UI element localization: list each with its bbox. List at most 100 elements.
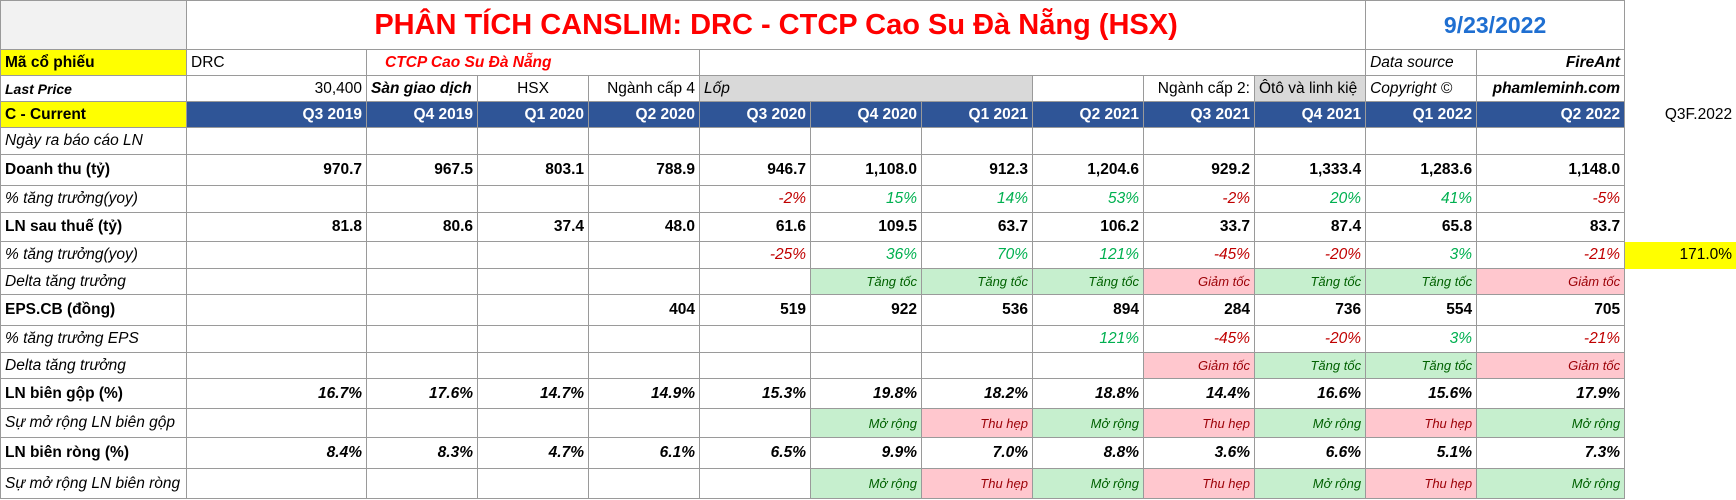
quarter-header: Q2 2020 (588, 101, 700, 128)
cell (588, 325, 700, 353)
cell (588, 268, 700, 295)
cell (810, 325, 922, 353)
industry2: Ôtô và linh kiệ (1253, 75, 1367, 102)
value-cell: 16.6% (1253, 378, 1367, 409)
row-label: % tăng trưởng(yoy) (0, 185, 187, 213)
value-cell: -21% (1476, 241, 1626, 269)
value-cell: 7.3% (1476, 437, 1626, 469)
value-cell: 16.7% (186, 378, 367, 409)
value-cell: 922 (810, 294, 922, 326)
data-row: LN biên gộp (%) 16.7% 17.6% 14.7% 14.9% 15.3%… (0, 378, 1736, 409)
value-cell: 1,148.0 (1476, 154, 1626, 186)
cell (588, 468, 700, 499)
title-row: PHÂN TÍCH CANSLIM: DRC - CTCP Cao Su Đà … (0, 0, 1736, 50)
cell (1625, 128, 1736, 155)
header-label: C - Current (0, 101, 187, 128)
quarter-header: Q3 2020 (699, 101, 811, 128)
value-cell: 19.8% (810, 378, 922, 409)
cell (477, 241, 589, 269)
value-cell: Giảm tốc (1143, 352, 1255, 379)
value-cell: 8.8% (1032, 437, 1144, 469)
header-row: C - Current Q3 2019 Q4 2019 Q1 2020 Q2 2020… (0, 101, 1736, 128)
cell (186, 241, 367, 269)
value-cell: Mở rộng (1253, 408, 1367, 438)
row-label: LN biên ròng (%) (0, 437, 187, 469)
cell (1032, 352, 1144, 379)
cell (477, 127, 589, 155)
value-cell: 912.3 (921, 154, 1033, 186)
data-row: LN sau thuế (tỷ) 81.8 80.6 37.4 48.0 61.6 109.… (0, 212, 1736, 242)
ticker-label: Mã cổ phiếu (0, 49, 187, 76)
cell (186, 352, 367, 379)
value-cell: 803.1 (477, 154, 589, 186)
row-label: Sự mở rộng LN biên gộp (0, 408, 187, 438)
cell (1625, 469, 1736, 499)
cell (1625, 326, 1736, 353)
value-cell: 48.0 (588, 212, 700, 242)
value-cell: 121% (1032, 325, 1144, 353)
data-row: Delta tăng trưởng Tăng tốc Tăng tốc Tăng tố… (0, 268, 1736, 295)
value-cell: 106.2 (1032, 212, 1144, 242)
value-cell: Thu hẹp (1365, 408, 1478, 438)
cell (1365, 127, 1478, 155)
cell (366, 468, 478, 499)
extra-value: 171.0% (1624, 241, 1736, 269)
value-cell: -2% (1143, 185, 1255, 213)
cell (477, 325, 589, 353)
row-label: % tăng trưởng EPS (0, 325, 187, 353)
value-cell: 37.4 (477, 212, 589, 242)
value-cell: 18.2% (921, 378, 1033, 409)
value-cell: 1,204.6 (1032, 154, 1144, 186)
data-row: Sự mở rộng LN biên ròng Mở rộng Thu hẹp Mở … (0, 468, 1736, 499)
value-cell: 736 (1253, 294, 1367, 326)
quarter-header: Q3 2021 (1143, 101, 1255, 128)
cell (588, 127, 700, 155)
cell (186, 185, 367, 213)
cell (588, 352, 700, 379)
price-label: Last Price (0, 75, 187, 102)
value-cell: 6.5% (699, 437, 811, 469)
row-label: Sự mở rộng LN biên ròng (0, 468, 187, 499)
cell (366, 408, 478, 438)
value-cell: 894 (1032, 294, 1144, 326)
copyright: Copyright © (1365, 75, 1478, 102)
value-cell: -5% (1476, 185, 1626, 213)
cell (1625, 76, 1736, 102)
value-cell: 1,333.4 (1253, 154, 1367, 186)
sheet-title: PHÂN TÍCH CANSLIM: DRC - CTCP Cao Su Đà … (185, 0, 1367, 50)
value-cell: -45% (1143, 325, 1255, 353)
value-cell: Thu hẹp (1143, 408, 1255, 438)
cell (699, 468, 811, 499)
quarter-header: Q4 2019 (366, 101, 478, 128)
cell (810, 127, 922, 155)
value-cell: 87.4 (1253, 212, 1367, 242)
value-cell: 15% (810, 185, 922, 213)
value-cell: 6.6% (1253, 437, 1367, 469)
data-row: Delta tăng trưởng Giảm tốc Tăng tốc Tăng tố… (0, 352, 1736, 379)
quarter-header: Q4 2020 (810, 101, 922, 128)
source: FireAnt (1476, 49, 1626, 76)
cell (1476, 127, 1626, 155)
value-cell: 14% (921, 185, 1033, 213)
info-row: Mã cổ phiếu DRC CTCP Cao Su Đà Nẵng Data… (0, 49, 1736, 76)
value-cell: Thu hẹp (921, 408, 1033, 438)
value-cell: 9.9% (810, 437, 922, 469)
data-row: EPS.CB (đồng) 404 519 922 536 894 284 736 554 705 (0, 294, 1736, 326)
value-cell: 17.9% (1476, 378, 1626, 409)
cell (477, 352, 589, 379)
value-cell: Tăng tốc (1365, 352, 1478, 379)
value-cell: 109.5 (810, 212, 922, 242)
company-name: CTCP Cao Su Đà Nẵng (366, 49, 700, 76)
cell (186, 468, 367, 499)
data-row: % tăng trưởng(yoy) -25% 36% 70% 121% -45% -20%… (0, 241, 1736, 269)
value-cell: Giảm tốc (1476, 352, 1626, 379)
cell (1625, 353, 1736, 379)
value-cell: Tăng tốc (921, 268, 1033, 295)
cell (366, 325, 478, 353)
cell (366, 185, 478, 213)
quarter-header: Q3 2019 (186, 101, 367, 128)
exchange: HSX (477, 75, 589, 102)
cell (366, 127, 478, 155)
industry4-label: Ngành cấp 4 (588, 75, 700, 102)
value-cell: 14.9% (588, 378, 700, 409)
